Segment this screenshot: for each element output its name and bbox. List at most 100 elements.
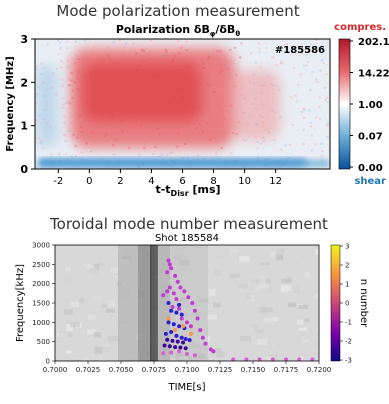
- heatmap-cell: [275, 64, 279, 67]
- heatmap-cell: [80, 151, 83, 154]
- panel2-yaxis: 0 500 1000 1500 2000 2500 3000: [32, 242, 55, 366]
- panel1-subtitle: Polarization δBφ/δBθ: [116, 23, 240, 38]
- scatter-point: [173, 328, 178, 333]
- heatmap-cell: [63, 121, 66, 124]
- heatmap-cell: [112, 153, 115, 156]
- background-patch: [91, 295, 102, 301]
- x-tick-label: 0.7075: [142, 366, 167, 374]
- y-tick-label: 3000: [32, 242, 50, 250]
- shot-label: #185586: [275, 45, 325, 56]
- scatter-point: [167, 285, 172, 290]
- heatmap-cell: [314, 143, 317, 146]
- x-tick-label: 0: [86, 176, 92, 187]
- heatmap-cell: [132, 42, 136, 45]
- heatmap-cell: [88, 148, 91, 151]
- heatmap-cell: [149, 39, 153, 42]
- x-tick-label: 8: [210, 176, 216, 187]
- heatmap-cell: [65, 102, 69, 105]
- scatter-point: [170, 338, 175, 343]
- heatmap-cell: [112, 41, 115, 44]
- background-patch: [66, 324, 73, 332]
- y-tick-label: 1: [20, 120, 28, 133]
- background-patch: [176, 352, 185, 357]
- background-patch: [264, 287, 274, 294]
- scatter-point: [161, 351, 166, 356]
- panel2-xlabel: TIME[s]: [167, 382, 205, 393]
- scatter-point: [174, 333, 179, 338]
- heatmap-cell: [59, 41, 62, 44]
- scatter-point: [231, 357, 236, 361]
- background-patch: [93, 332, 100, 338]
- background-patch: [280, 285, 292, 291]
- background-patch: [176, 340, 183, 345]
- heatmap-cell: [64, 152, 68, 155]
- heatmap-cell: [35, 65, 39, 68]
- panel1-ylabel: Frequency [MHz]: [5, 56, 16, 151]
- heatmap-cell: [279, 116, 282, 119]
- heatmap-cell: [276, 167, 280, 169]
- background-patch: [182, 313, 189, 317]
- scatter-point: [188, 324, 193, 329]
- scatter-point: [185, 320, 189, 325]
- heatmap-cell: [233, 46, 237, 49]
- scatter-point: [173, 345, 178, 350]
- heatmap-cell: [74, 155, 77, 158]
- heatmap-cell: [265, 47, 268, 50]
- scatter-point: [169, 266, 174, 271]
- scatter-point: [173, 273, 178, 278]
- heatmap-cell: [321, 49, 325, 52]
- background-patch: [230, 273, 241, 278]
- scatter-point: [182, 289, 187, 294]
- x-tick-label: 0.7025: [76, 366, 101, 374]
- scatter-point: [284, 357, 288, 361]
- heatmap-cell: [64, 140, 67, 143]
- scatter-point: [174, 310, 179, 315]
- scatter-point: [179, 316, 184, 321]
- heatmap-cell: [160, 153, 164, 156]
- background-patch: [72, 359, 79, 361]
- heatmap-cell: [56, 39, 60, 42]
- scatter-point: [169, 330, 174, 334]
- panel2-title: Toroidal mode number measurement: [49, 215, 328, 233]
- background-patch: [265, 278, 271, 284]
- background-patch: [195, 353, 206, 360]
- colorbar-tick-label: 202.16: [358, 37, 389, 48]
- heatmap-cell: [74, 145, 77, 148]
- heatmap-cell: [302, 128, 305, 131]
- background-patch: [318, 270, 319, 278]
- heatmap-cell: [305, 64, 308, 67]
- background-patch: [240, 335, 252, 342]
- background-patch: [69, 302, 80, 307]
- background-patch: [214, 348, 222, 353]
- colorbar-tick-label: 0: [345, 300, 349, 308]
- scatter-point: [185, 352, 189, 357]
- shear-label: shear: [354, 176, 386, 187]
- heatmap-cell: [66, 47, 69, 50]
- scatter-point: [179, 335, 184, 340]
- background-patch: [82, 357, 90, 361]
- scatter-point: [161, 293, 166, 298]
- background-patch: [103, 343, 110, 348]
- heatmap-cell: [165, 153, 169, 156]
- scatter-point: [174, 297, 179, 302]
- heatmap-cell: [267, 167, 270, 169]
- background-patch: [94, 315, 101, 321]
- background-patch: [216, 352, 225, 358]
- heatmap-cell: [239, 42, 243, 45]
- colorbar-tick-label: 1.00: [358, 100, 383, 111]
- y-tick-label: 1500: [32, 300, 50, 308]
- heatmap-cell: [302, 143, 305, 146]
- background-patch: [304, 272, 311, 278]
- heatmap-cell: [327, 121, 330, 124]
- heatmap-cell: [284, 144, 287, 147]
- background-patch: [304, 317, 310, 322]
- scatter-point: [192, 353, 197, 358]
- scatter-point: [175, 279, 180, 284]
- heatmap-cell: [280, 148, 283, 151]
- background-patch: [87, 314, 96, 320]
- heatmap-cell: [305, 54, 308, 57]
- background-patch: [294, 286, 300, 294]
- heatmap-cell: [90, 150, 93, 153]
- scatter-point: [257, 357, 262, 361]
- scatter-point: [178, 285, 183, 290]
